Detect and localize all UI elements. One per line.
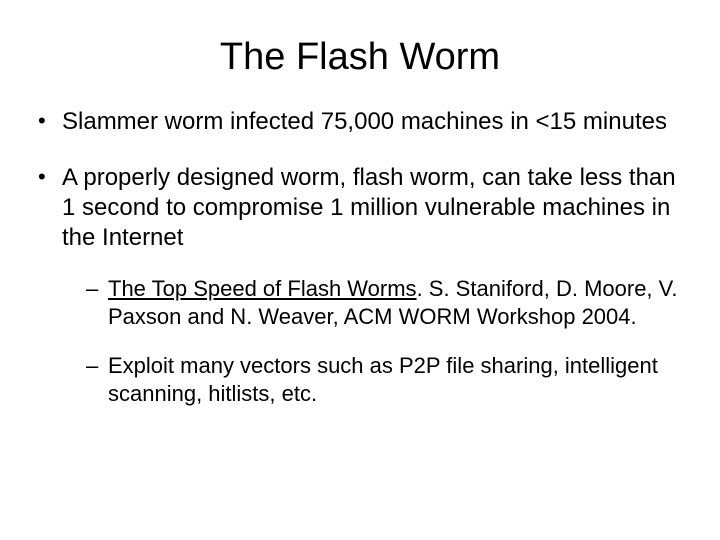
bullet-text: A properly designed worm, flash worm, ca…: [62, 164, 676, 251]
sub-bullet-text: Exploit many vectors such as P2P file sh…: [108, 353, 658, 406]
reference-link[interactable]: The Top Speed of Flash Worms: [108, 276, 417, 301]
bullet-item: A properly designed worm, flash worm, ca…: [34, 163, 690, 407]
slide-title: The Flash Worm: [30, 36, 690, 79]
sub-bullet-list: The Top Speed of Flash Worms. S. Stanifo…: [62, 275, 690, 407]
bullet-item: Slammer worm infected 75,000 machines in…: [34, 107, 690, 137]
bullet-list: Slammer worm infected 75,000 machines in…: [30, 107, 690, 407]
sub-bullet-item: Exploit many vectors such as P2P file sh…: [86, 352, 690, 407]
bullet-text: Slammer worm infected 75,000 machines in…: [62, 108, 667, 135]
sub-bullet-item: The Top Speed of Flash Worms. S. Stanifo…: [86, 275, 690, 330]
